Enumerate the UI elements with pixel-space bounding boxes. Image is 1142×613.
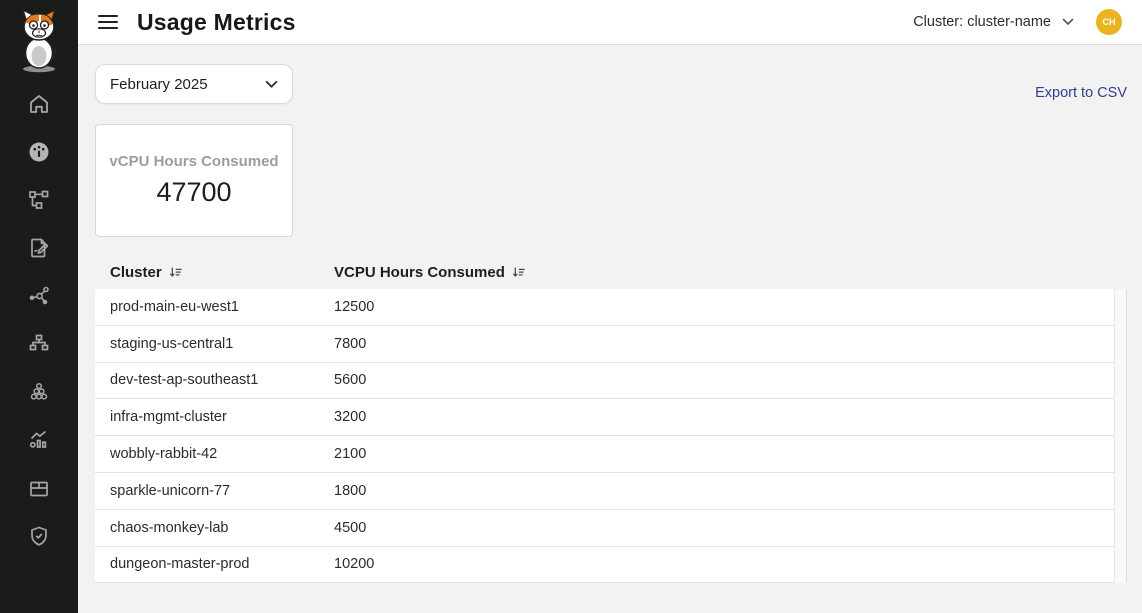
sidebar-item-security[interactable] [26,524,52,548]
analytics-icon [29,430,47,448]
table-row[interactable]: infra-mgmt-cluster 3200 [95,399,1114,437]
cell-vcpu-hours: 5600 [334,372,367,389]
sidebar-item-home[interactable] [26,92,52,116]
home-icon [30,95,48,113]
cell-vcpu-hours: 2100 [334,446,367,463]
sidebar-item-clusters[interactable] [26,380,52,404]
sidebar-item-sitemap[interactable] [26,332,52,356]
gauge-icon [29,142,49,162]
topology-icon [29,190,49,209]
cluster-selector-label: Cluster: cluster-name [913,14,1051,30]
table-header-row: Cluster VCPU Hours Consumed [95,255,1127,289]
report-edit-icon [31,238,49,258]
cell-vcpu-hours: 3200 [334,409,367,426]
sidebar-item-metrics[interactable] [26,140,52,164]
sort-icon [169,266,182,277]
cell-vcpu-hours: 10200 [334,556,375,573]
chevron-down-icon [265,80,278,88]
sidebar-item-topology[interactable] [26,188,52,212]
sidebar [0,0,78,613]
main-area: Usage Metrics Cluster: cluster-name CH F… [78,0,1142,613]
cell-vcpu-hours: 1800 [334,482,367,499]
table-row[interactable]: staging-us-central1 7800 [95,326,1114,363]
topbar-right: Cluster: cluster-name CH [913,9,1122,35]
page-title: Usage Metrics [137,8,296,35]
top-bar: Usage Metrics Cluster: cluster-name CH [78,0,1142,45]
cell-vcpu-hours: 12500 [334,298,375,315]
column-header-vcpu-hours[interactable]: VCPU Hours Consumed [334,264,526,281]
cell-cluster-name: infra-mgmt-cluster [110,409,227,426]
table-row[interactable]: dev-test-ap-southeast1 5600 [95,363,1114,400]
shield-check-icon [31,526,47,546]
sidebar-item-share[interactable] [26,284,52,308]
cluster-selector[interactable]: Cluster: cluster-name [913,14,1074,30]
sort-icon [512,266,525,277]
cell-cluster-name: chaos-monkey-lab [110,519,229,536]
cell-cluster-name: dev-test-ap-southeast1 [110,372,259,389]
cell-vcpu-hours: 4500 [334,519,367,536]
column-header-vcpu-hours-label: VCPU Hours Consumed [334,263,505,281]
cat-logo-icon [21,8,57,73]
table-row[interactable]: wobbly-rabbit-42 2100 [95,436,1114,473]
cell-cluster-name: sparkle-unicorn-77 [110,482,231,499]
cell-cluster-name: prod-main-eu-west1 [110,298,239,315]
summary-card: vCPU Hours Consumed 47700 [95,124,293,237]
export-csv-link[interactable]: Export to CSV [1035,85,1127,101]
column-header-cluster[interactable]: Cluster [95,264,334,281]
cluster-circles-icon [30,382,48,400]
usage-table: Cluster VCPU Hours Consumed [95,255,1127,584]
month-selector[interactable]: February 2025 [95,64,293,104]
sidebar-item-analytics[interactable] [26,428,52,452]
content-area: February 2025 Export to CSV vCPU Hours C… [78,45,1142,613]
column-header-cluster-label: Cluster [110,263,162,281]
chevron-down-icon [1062,18,1074,25]
toolbar-row: February 2025 Export to CSV [95,64,1127,104]
sidebar-nav [26,92,52,548]
hamburger-icon [98,15,118,29]
cell-cluster-name: staging-us-central1 [110,335,234,352]
sitemap-icon [29,334,49,351]
cell-cluster-name: dungeon-master-prod [110,556,250,573]
app-logo[interactable] [15,8,63,74]
month-selector-value: February 2025 [110,75,208,93]
cell-vcpu-hours: 7800 [334,335,367,352]
table-scrollbar[interactable] [1114,289,1127,584]
table-row[interactable]: prod-main-eu-west1 12500 [95,289,1114,326]
package-icon [30,481,48,497]
table-body-wrap: prod-main-eu-west1 12500 staging-us-cent… [95,289,1127,584]
avatar[interactable]: CH [1096,9,1122,35]
table-row[interactable]: sparkle-unicorn-77 1800 [95,473,1114,510]
summary-card-value: 47700 [156,177,232,207]
summary-card-label: vCPU Hours Consumed [109,153,279,170]
menu-button[interactable] [96,11,120,33]
share-nodes-icon [29,286,49,305]
table-body: prod-main-eu-west1 12500 staging-us-cent… [95,289,1114,584]
sidebar-item-reports[interactable] [26,236,52,260]
table-row[interactable]: dungeon-master-prod 10200 [95,547,1114,584]
sidebar-item-packages[interactable] [26,476,52,500]
cell-cluster-name: wobbly-rabbit-42 [110,446,218,463]
table-row[interactable]: chaos-monkey-lab 4500 [95,510,1114,547]
